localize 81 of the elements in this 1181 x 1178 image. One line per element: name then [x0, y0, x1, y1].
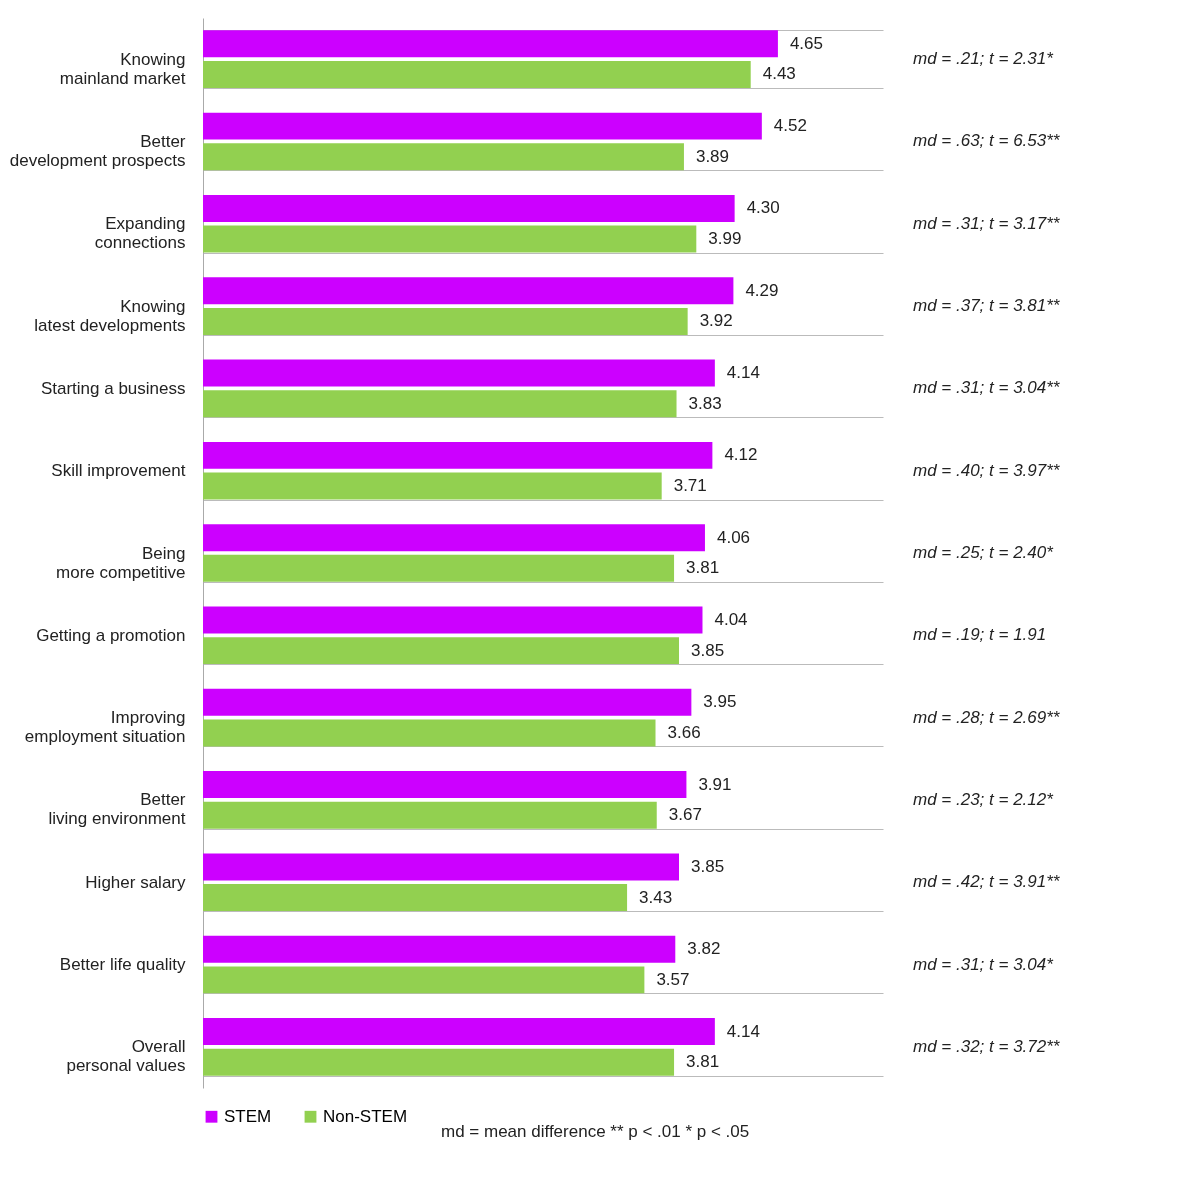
y-tick-label: Getting a promotion: [36, 625, 186, 645]
bar: [203, 359, 715, 387]
bar: [203, 935, 676, 963]
bar: [203, 554, 675, 582]
legend-label: STEM: [224, 1106, 272, 1126]
text: md = .40; t = 3.97**: [913, 460, 1061, 480]
data-label: 3.81: [686, 1052, 720, 1072]
text: md = .63; t = 6.53**: [913, 131, 1061, 151]
bar: [203, 524, 705, 552]
data-label: 4.06: [716, 527, 751, 547]
text: md = .23; t = 2.12*: [913, 789, 1055, 809]
data-label: 3.91: [698, 774, 732, 794]
bar: [203, 277, 734, 305]
bar: [203, 853, 679, 881]
bar: [203, 719, 656, 747]
text: md = .31; t = 3.17**: [913, 213, 1061, 233]
text: md = mean difference ** p < .01 * p < .05: [441, 1122, 750, 1141]
bar: [203, 60, 751, 88]
y-tick-label: Knowing mainland market: [59, 49, 186, 88]
data-label: 3.89: [695, 146, 730, 166]
bar: [203, 771, 687, 799]
data-label: 4.29: [745, 280, 779, 300]
data-label: 3.81: [686, 558, 720, 578]
text: md = .25; t = 2.40*: [913, 543, 1055, 562]
data-label: 3.85: [691, 856, 725, 876]
data-label: 4.04: [714, 609, 748, 629]
data-label: 3.83: [688, 393, 722, 413]
data-label: 4.52: [773, 116, 807, 136]
y-tick-label: Better living environment: [48, 790, 186, 829]
y-tick-label: Knowing latest developments: [34, 296, 186, 335]
bar: [203, 143, 684, 171]
data-label: 3.66: [667, 722, 701, 742]
data-label: 4.12: [724, 445, 758, 465]
text: md = .32; t = 3.72**: [913, 1036, 1061, 1056]
bar: [203, 1048, 675, 1076]
text: md = .31; t = 3.04**: [913, 378, 1061, 398]
bar: [203, 112, 762, 140]
data-label: 4.14: [726, 1021, 760, 1041]
y-tick-label: Overall personal values: [66, 1037, 186, 1076]
text: md = .19; t = 1.91: [913, 625, 1047, 645]
data-label: 4.43: [762, 64, 796, 84]
bar: [203, 1018, 715, 1046]
data-label: 3.92: [699, 311, 733, 331]
text: md = .28; t = 2.69**: [913, 707, 1061, 727]
y-tick-label: Skill improvement: [51, 461, 186, 481]
bar: [203, 390, 677, 418]
data-label: 4.14: [726, 363, 760, 383]
bar: [203, 307, 688, 335]
data-label: 3.85: [691, 640, 725, 660]
y-tick-label: Better life quality: [59, 955, 186, 975]
y-tick-label: Being more competitive: [56, 543, 186, 582]
data-label: 3.43: [639, 887, 673, 907]
bar: [203, 801, 657, 829]
text: md = .21; t = 2.31*: [913, 49, 1055, 69]
bar: [203, 688, 692, 716]
bar: [203, 966, 645, 994]
data-label: 3.71: [673, 476, 707, 496]
bar: [203, 606, 703, 634]
y-tick-label: Expanding connections: [94, 214, 186, 253]
data-label: 3.57: [656, 969, 690, 989]
bar: [203, 225, 697, 253]
data-label: 4.65: [789, 33, 823, 53]
data-label: 3.99: [708, 229, 742, 249]
y-tick-label: Better development prospects: [9, 131, 186, 170]
y-tick-label: Higher salary: [85, 872, 186, 892]
data-label: 3.82: [687, 939, 721, 959]
data-label: 4.30: [746, 198, 780, 218]
y-tick-label: Improving employment situation: [24, 708, 186, 747]
data-label: 3.95: [703, 692, 737, 712]
bar: [203, 637, 679, 665]
bar: [203, 30, 778, 58]
y-tick-label: Starting a business: [40, 378, 186, 398]
legend-label: Non-STEM: [323, 1106, 408, 1126]
bar: [203, 441, 713, 469]
data-label: 3.67: [668, 805, 702, 825]
text: md = .42; t = 3.91**: [913, 872, 1061, 892]
text: md = .31; t = 3.04*: [913, 954, 1055, 974]
bar: [203, 884, 628, 912]
bar: [203, 194, 735, 222]
text: md = .37; t = 3.81**: [913, 296, 1061, 316]
bar: [203, 472, 662, 500]
